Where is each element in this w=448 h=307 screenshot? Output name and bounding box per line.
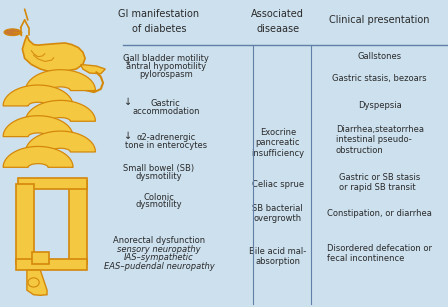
Text: IAS–sympathetic: IAS–sympathetic (124, 253, 194, 262)
Polygon shape (69, 181, 87, 264)
Text: Gallstones: Gallstones (358, 52, 402, 61)
Polygon shape (3, 116, 73, 137)
Polygon shape (22, 35, 85, 72)
Polygon shape (18, 178, 87, 189)
Text: Colonic: Colonic (144, 192, 174, 202)
Polygon shape (3, 85, 73, 106)
Text: Gastric: Gastric (151, 99, 181, 108)
Text: dysmotility: dysmotility (136, 172, 182, 181)
Text: Gastric or SB stasis
or rapid SB transit: Gastric or SB stasis or rapid SB transit (339, 173, 420, 192)
Polygon shape (81, 64, 105, 74)
Polygon shape (26, 70, 95, 91)
Text: antral hypomotility: antral hypomotility (126, 62, 206, 71)
Polygon shape (16, 184, 34, 264)
Text: diseaase: diseaase (256, 24, 299, 34)
Text: accommodation: accommodation (132, 107, 199, 116)
Text: Associated: Associated (251, 9, 304, 19)
Text: Gastric stasis, bezoars: Gastric stasis, bezoars (332, 74, 427, 83)
Ellipse shape (28, 278, 39, 287)
Text: EAS–pudendal neuropathy: EAS–pudendal neuropathy (103, 262, 215, 271)
Text: of diabetes: of diabetes (132, 24, 186, 34)
Text: sensory neuropathy: sensory neuropathy (117, 245, 201, 254)
Text: ↓: ↓ (124, 97, 132, 107)
Text: Gall bladder motility: Gall bladder motility (123, 54, 209, 63)
Text: α2-adrenergic: α2-adrenergic (136, 133, 195, 142)
Text: SB bacterial
overgrowth: SB bacterial overgrowth (252, 204, 303, 223)
Polygon shape (16, 259, 87, 270)
Text: Dyspepsia: Dyspepsia (358, 101, 401, 111)
Polygon shape (26, 131, 95, 152)
Text: Celiac sprue: Celiac sprue (252, 180, 304, 189)
Text: ↓: ↓ (124, 56, 132, 66)
Text: GI manifestation: GI manifestation (118, 9, 200, 19)
Polygon shape (27, 270, 47, 295)
Text: Exocrine
pancreatic
insufficiency: Exocrine pancreatic insufficiency (251, 128, 304, 158)
Text: Clinical presentation: Clinical presentation (329, 15, 430, 25)
Text: tone in enterocytes: tone in enterocytes (125, 141, 207, 150)
Text: dysmotility: dysmotility (136, 200, 182, 209)
Polygon shape (26, 100, 95, 121)
Text: Bile acid mal-
absorption: Bile acid mal- absorption (249, 247, 306, 266)
Text: Disordered defecation or
fecal incontinence: Disordered defecation or fecal incontine… (327, 243, 432, 263)
Polygon shape (3, 146, 73, 167)
Text: pylorospasm: pylorospasm (139, 70, 193, 80)
Text: Anorectal dysfunction: Anorectal dysfunction (113, 236, 205, 246)
Text: Diarrhea,steatorrhea
intestinal pseudo-
obstruction: Diarrhea,steatorrhea intestinal pseudo- … (336, 125, 424, 155)
Text: Constipation, or diarrhea: Constipation, or diarrhea (327, 209, 432, 218)
Text: ↓: ↓ (124, 131, 132, 141)
Text: Small bowel (SB): Small bowel (SB) (124, 164, 194, 173)
Polygon shape (32, 252, 49, 264)
Ellipse shape (4, 29, 21, 36)
